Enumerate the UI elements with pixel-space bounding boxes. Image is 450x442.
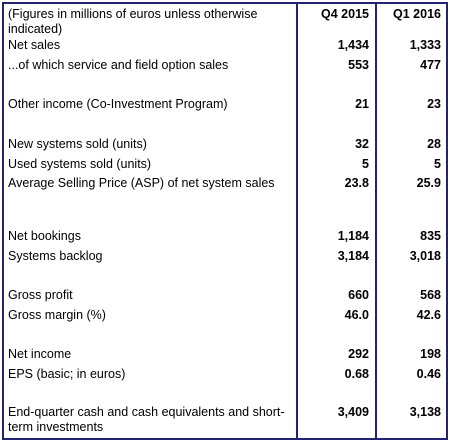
column-divider [375,2,377,440]
row-label: Gross margin (%) [8,308,106,322]
cell-value: 1,434 [337,38,369,52]
cell-value: 28 [427,137,441,151]
cell-value: 32 [355,137,369,151]
row-label: New systems sold (units) [8,137,147,151]
cell-value: 42.6 [416,308,441,322]
cell-value: 23 [427,97,441,111]
cell-value: 3,409 [337,405,369,419]
cell-value: 660 [348,288,369,302]
cell-value: 23.8 [344,176,369,190]
cell-value: 553 [348,58,369,72]
row-label: Net income [8,347,72,361]
cell-value: 25.9 [416,176,441,190]
cell-value: 5 [362,157,369,171]
cell-value: 1,184 [337,229,369,243]
header-label: (Figures in millions of euros unless oth… [8,7,258,36]
row-label: End-quarter cash and cash equivalents an… [8,405,285,434]
cell-value: 3,184 [337,249,369,263]
row-label: Net bookings [8,229,81,243]
cell-value: 0.68 [344,367,369,381]
row-label: Other income (Co-Investment Program) [8,97,228,111]
cell-value: 198 [420,347,441,361]
column-header: Q4 2015 [321,7,369,21]
cell-value: 568 [420,288,441,302]
cell-value: 1,333 [409,38,441,52]
cell-value: 3,018 [409,249,441,263]
row-label: EPS (basic; in euros) [8,367,126,381]
row-label: Used systems sold (units) [8,157,152,171]
row-label: Systems backlog [8,249,103,263]
column-divider [296,2,298,440]
row-label: ...of which service and field option sal… [8,58,229,72]
row-label: Gross profit [8,288,73,302]
cell-value: 21 [355,97,369,111]
row-label: Net sales [8,38,61,52]
cell-value: 292 [348,347,369,361]
cell-value: 5 [434,157,441,171]
column-header: Q1 2016 [393,7,441,21]
cell-value: 0.46 [416,367,441,381]
cell-value: 46.0 [344,308,369,322]
cell-value: 835 [420,229,441,243]
cell-value: 477 [420,58,441,72]
cell-value: 3,138 [409,405,441,419]
row-label: Average Selling Price (ASP) of net syste… [8,176,275,190]
